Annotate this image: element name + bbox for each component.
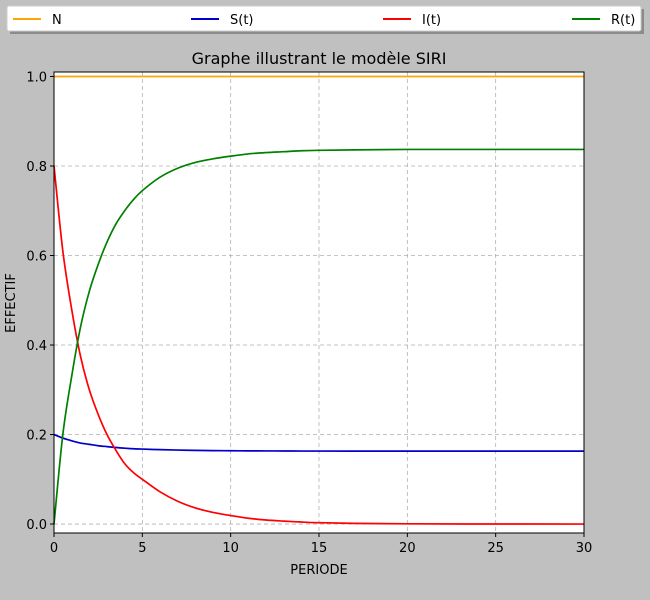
y-tick-label: 0.8 xyxy=(26,160,47,175)
legend-label-n: N xyxy=(52,13,62,28)
x-tick-label: 30 xyxy=(576,541,593,556)
plot-area xyxy=(54,72,584,533)
legend-box xyxy=(6,5,642,32)
chart-title: Graphe illustrant le modèle SIRI xyxy=(192,49,447,68)
series-line-rt xyxy=(53,148,584,525)
legend-label-rt: R(t) xyxy=(611,13,635,28)
y-tick-label: 0.0 xyxy=(26,518,47,533)
x-tick-label: 20 xyxy=(399,541,416,556)
x-axis-title: PERIODE xyxy=(290,563,347,578)
series-line-st xyxy=(53,433,584,452)
x-tick-label: 25 xyxy=(487,541,504,556)
ticks: 0 5 10 15 20 25 30 0.0 0.2 0.4 0.6 0.8 1.0 xyxy=(26,70,592,556)
y-tick-label: 1.0 xyxy=(26,70,47,85)
legend: N S(t) I(t) R(t) xyxy=(6,5,644,34)
x-tick-label: 15 xyxy=(311,541,328,556)
y-tick-label: 0.4 xyxy=(26,339,47,354)
x-tick-label: 5 xyxy=(138,541,146,556)
series-group xyxy=(53,75,585,525)
legend-label-st: S(t) xyxy=(230,13,254,28)
x-tick-label: 10 xyxy=(222,541,239,556)
x-tick-label: 0 xyxy=(50,541,58,556)
y-axis-title: EFFECTIF xyxy=(4,273,19,333)
legend-label-it: I(t) xyxy=(422,13,441,28)
series-line-it xyxy=(53,165,585,525)
y-tick-label: 0.6 xyxy=(26,250,47,265)
y-tick-label: 0.2 xyxy=(26,429,47,444)
